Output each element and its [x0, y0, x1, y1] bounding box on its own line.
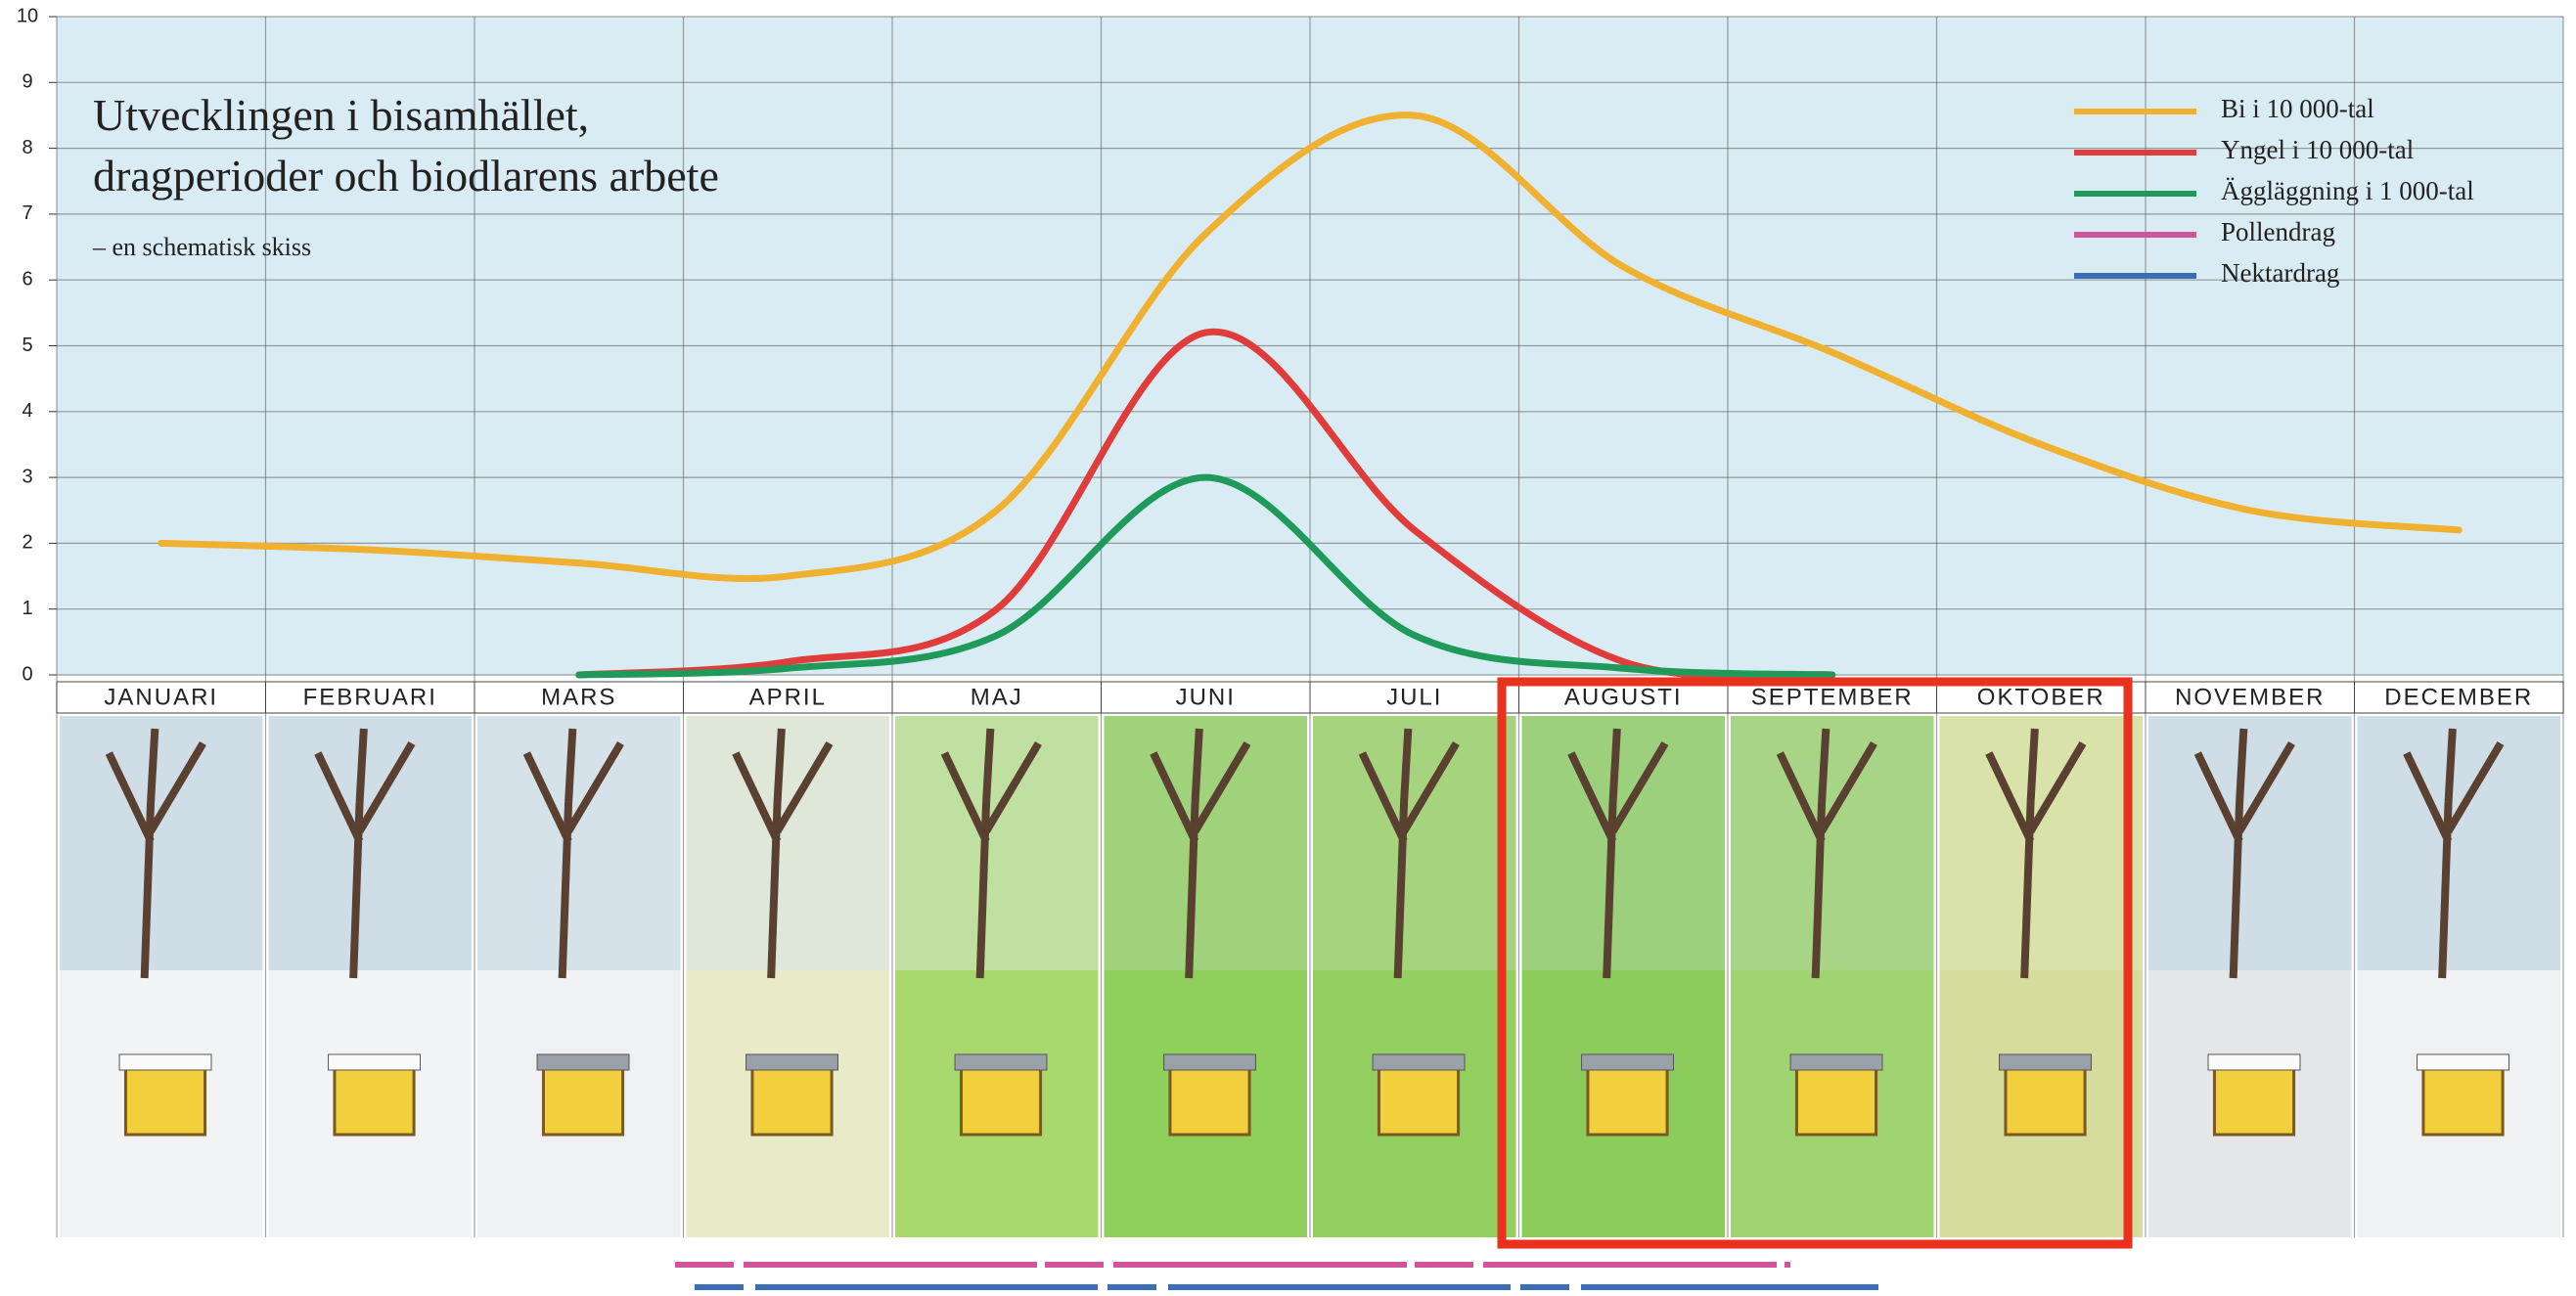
y-tick-label: 2 [22, 532, 32, 554]
hive [2212, 1064, 2296, 1137]
y-tick-label: 0 [22, 663, 32, 685]
x-tick-label: MARS [541, 684, 616, 710]
legend-label: Nektardrag [2221, 258, 2339, 288]
panel-sky [477, 716, 681, 970]
x-tick-label: JUNI [1176, 684, 1236, 710]
x-tick-label: NOVEMBER [2175, 684, 2325, 710]
highlight-box [1497, 677, 2133, 1249]
tree [2403, 728, 2505, 979]
legend-label: Äggläggning i 1 000-tal [2221, 176, 2474, 205]
hive-roof [1581, 1053, 1674, 1071]
hive-roof [536, 1053, 630, 1071]
label-cell [2145, 681, 2355, 714]
hive [1586, 1064, 1669, 1137]
panel-sky [1313, 716, 1516, 970]
panel-sky [268, 716, 472, 970]
chart-subtitle: – en schematisk skiss [92, 233, 311, 261]
tree [2193, 728, 2295, 979]
panel-sky [895, 716, 1099, 970]
tree [732, 728, 834, 979]
chart-title: Utvecklingen i bisamhället, dragperioder … [93, 90, 719, 201]
panel-sky [2357, 716, 2560, 970]
tree [940, 728, 1042, 979]
x-tick-label: JULI [1386, 684, 1442, 710]
legend-label: Yngel i 10 000-tal [2221, 135, 2414, 164]
y-tick-label: 5 [22, 335, 32, 356]
hive [1794, 1064, 1878, 1137]
legend-label: Bi i 10 000-tal [2221, 94, 2374, 123]
hive-roof [746, 1053, 838, 1071]
hive [2421, 1064, 2505, 1137]
tree [1985, 728, 2087, 979]
panel-sky [1939, 716, 2143, 970]
x-tick-label: OKTOBER [1977, 684, 2105, 710]
panel-sky [1104, 716, 1307, 970]
tree [1358, 728, 1460, 979]
panel-sky [60, 716, 263, 970]
hive [1377, 1064, 1461, 1137]
hive [333, 1064, 416, 1137]
lines [158, 112, 2463, 681]
label-cell [474, 681, 684, 714]
y-tick-label: 3 [22, 466, 32, 487]
hive [541, 1064, 625, 1137]
y-tick-label: 9 [22, 71, 32, 93]
panel-sky [686, 716, 889, 970]
x-tick-label: AUGUSTI [1564, 684, 1683, 710]
x-tick-label: SEPTEMBER [1751, 684, 1914, 710]
hive-roof [954, 1053, 1048, 1071]
x-tick-label: MAJ [971, 684, 1023, 710]
hive [959, 1064, 1043, 1137]
y-tick-label: 7 [22, 202, 32, 224]
label-cell [1936, 681, 2147, 714]
panel-sky [2148, 716, 2352, 970]
label-cell [891, 681, 1102, 714]
series-line [575, 328, 1836, 681]
label-cell [2354, 681, 2564, 714]
series-line [158, 112, 2463, 583]
hive-roof [2417, 1053, 2509, 1071]
y-tick-label: 8 [22, 137, 32, 158]
hive [1168, 1064, 1251, 1137]
grid: 0 1 2 3 4 5 6 7 8 9 10 [17, 5, 2564, 1237]
illustration-panels: JANUARI FEBRUARI MARS APRIL MAJ JUNI JULI AUGUS… [56, 681, 2564, 1237]
panel-sky [1521, 716, 1725, 970]
hive [2004, 1064, 2087, 1137]
label-cell [683, 681, 893, 714]
hive [750, 1064, 834, 1137]
hive-roof [1372, 1053, 1466, 1071]
y-tick-label: 10 [17, 5, 38, 26]
label-cell [56, 681, 266, 714]
legend-label: Pollendrag [2221, 217, 2335, 246]
tree [1567, 728, 1669, 979]
tree [1150, 728, 1251, 979]
drag-periods [675, 1262, 1878, 1290]
panel-sky [1731, 716, 1934, 970]
hive-roof [2207, 1053, 2301, 1071]
hive-roof [1999, 1053, 2092, 1071]
hive [123, 1064, 207, 1137]
x-tick-label: APRIL [749, 684, 827, 710]
hive-roof [1163, 1053, 1256, 1071]
y-tick-label: 1 [22, 598, 32, 619]
hive-roof [118, 1053, 212, 1071]
y-tick-label: 6 [22, 268, 32, 290]
hive-roof [328, 1053, 421, 1071]
tree [1776, 728, 1877, 979]
x-tick-label: JANUARI [104, 684, 218, 710]
series-line [575, 473, 1836, 679]
label-cell [1727, 681, 1937, 714]
tree [105, 728, 206, 979]
label-cell [1309, 681, 1519, 714]
label-cell [265, 681, 475, 714]
x-tick-label: FEBRUARI [303, 684, 437, 710]
y-tick-label: 4 [22, 400, 32, 422]
hive-roof [1789, 1053, 1883, 1071]
label-cell [1518, 681, 1729, 714]
legend: Bi i 10 000-tal Yngel i 10 000-tal Ägglägg… [2074, 94, 2474, 288]
tree [522, 728, 624, 979]
tree [314, 728, 416, 979]
x-tick-label: DECEMBER [2384, 684, 2533, 710]
